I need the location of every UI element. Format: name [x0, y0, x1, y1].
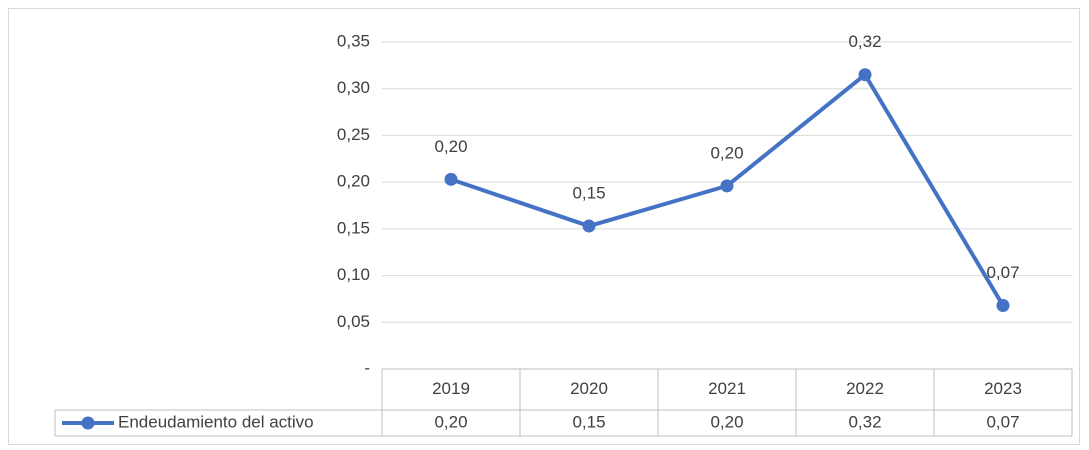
x-tick-label: 2021 [708, 379, 746, 398]
y-tick-label: 0,05 [337, 312, 370, 331]
data-label: 0,07 [986, 263, 1019, 282]
data-label: 0,15 [572, 184, 605, 203]
x-tick-label: 2020 [570, 379, 608, 398]
data-label: 0,32 [848, 32, 881, 51]
legend-marker [81, 416, 95, 430]
y-tick-label: 0,20 [337, 172, 370, 191]
x-tick-label: 2022 [846, 379, 884, 398]
y-tick-label: - [364, 358, 370, 377]
table-value: 0,20 [434, 412, 467, 431]
y-tick-label: 0,10 [337, 265, 370, 284]
table-value: 0,20 [710, 412, 743, 431]
table-value: 0,07 [986, 412, 1019, 431]
data-point [582, 219, 596, 233]
y-tick-label: 0,35 [337, 31, 370, 50]
data-point [444, 172, 458, 186]
data-point [996, 298, 1010, 312]
chart-frame [8, 8, 1080, 445]
x-tick-label: 2019 [432, 379, 470, 398]
data-label: 0,20 [434, 137, 467, 156]
data-label: 0,20 [710, 143, 743, 162]
table-value: 0,15 [572, 412, 605, 431]
table-value: 0,32 [848, 412, 881, 431]
y-tick-label: 0,25 [337, 125, 370, 144]
y-tick-label: 0,30 [337, 78, 370, 97]
data-point [858, 68, 872, 82]
legend-label: Endeudamiento del activo [118, 412, 314, 431]
y-tick-label: 0,15 [337, 218, 370, 237]
data-point [720, 179, 734, 193]
x-tick-label: 2023 [984, 379, 1022, 398]
